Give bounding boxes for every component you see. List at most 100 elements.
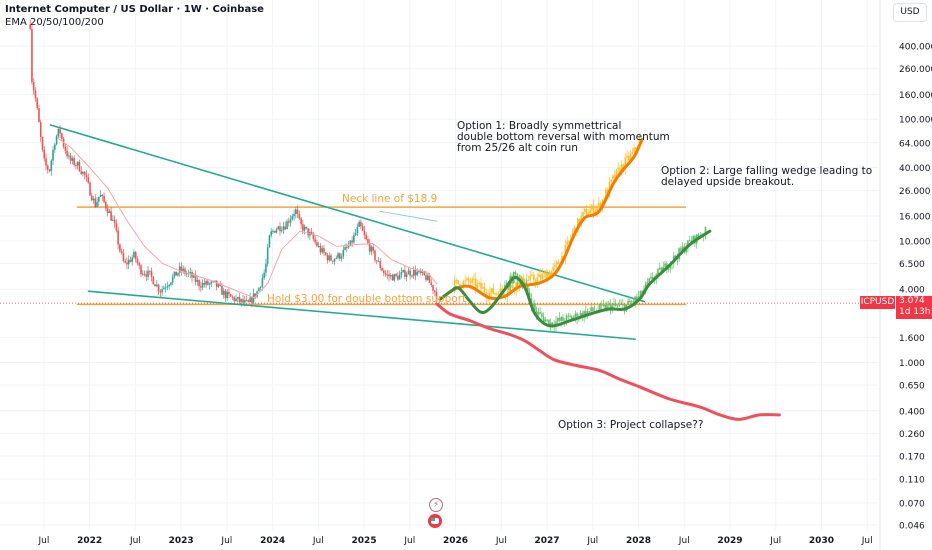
candle-body bbox=[590, 307, 592, 312]
candle-body bbox=[626, 155, 628, 158]
candle-body bbox=[480, 282, 482, 289]
candle-body bbox=[391, 275, 394, 281]
x-tick-label: 2028 bbox=[626, 536, 651, 546]
grid bbox=[0, 0, 881, 550]
x-tick-label: Jul bbox=[861, 536, 873, 546]
candle-body bbox=[161, 289, 163, 293]
candle-body bbox=[534, 280, 537, 283]
candle-body bbox=[166, 286, 169, 288]
candle-body bbox=[108, 211, 111, 213]
candle-body bbox=[636, 296, 638, 300]
candle-body bbox=[518, 279, 521, 288]
y-tick-label: 1.600 bbox=[899, 334, 925, 344]
candle-body bbox=[517, 282, 519, 288]
candle-body bbox=[405, 274, 408, 277]
candle-body bbox=[466, 278, 468, 281]
candle-body bbox=[194, 274, 197, 282]
candle-body bbox=[485, 292, 488, 297]
candle-body bbox=[384, 272, 387, 275]
candle-body bbox=[599, 203, 602, 209]
candle-body bbox=[354, 232, 357, 236]
candle-body bbox=[34, 90, 37, 99]
candle-body bbox=[697, 234, 700, 237]
candle-body bbox=[296, 209, 299, 215]
candle-body bbox=[96, 201, 98, 207]
candle-body bbox=[323, 248, 325, 253]
candle-body bbox=[113, 219, 116, 223]
candle-body bbox=[83, 171, 86, 175]
candle-body bbox=[591, 205, 593, 210]
candle-body bbox=[483, 286, 486, 293]
candle-body bbox=[476, 283, 479, 288]
candle-body bbox=[120, 251, 123, 253]
candle-body bbox=[523, 282, 526, 285]
candle-body bbox=[273, 230, 276, 233]
candle-body bbox=[164, 287, 167, 289]
candle-body bbox=[520, 276, 523, 280]
candle-body bbox=[651, 276, 654, 281]
option3-path bbox=[435, 302, 781, 421]
candle-body bbox=[411, 275, 413, 277]
candle-body bbox=[268, 235, 271, 248]
candle-body bbox=[419, 270, 422, 273]
candle-body bbox=[637, 296, 640, 300]
candle-body bbox=[584, 208, 586, 212]
candle-body bbox=[351, 240, 353, 243]
candle-body bbox=[614, 303, 617, 306]
candle-body bbox=[305, 226, 308, 229]
candle-body bbox=[432, 285, 434, 291]
candle-body bbox=[340, 256, 343, 259]
candle-body bbox=[560, 317, 563, 321]
candle-body bbox=[537, 312, 540, 315]
candle-body bbox=[280, 230, 283, 232]
candle-body bbox=[319, 246, 322, 253]
candle-body bbox=[414, 270, 417, 276]
y-tick-label: 64.000 bbox=[899, 139, 931, 149]
indicator-legend[interactable]: EMA 20/50/100/200 bbox=[5, 17, 104, 28]
x-tick-label: Jul bbox=[220, 536, 232, 546]
y-tick-label: 0.400 bbox=[899, 407, 925, 417]
candle-body bbox=[43, 149, 46, 159]
candle-body bbox=[551, 322, 554, 326]
candle-body bbox=[342, 249, 345, 257]
candle-body bbox=[295, 209, 297, 214]
x-tick-label: Jul bbox=[586, 536, 598, 546]
candle-body bbox=[205, 280, 207, 285]
candle-body bbox=[178, 266, 181, 273]
currency-button[interactable]: USD bbox=[893, 3, 927, 22]
candle-body bbox=[412, 270, 415, 276]
candle-body bbox=[338, 253, 341, 259]
candle-body bbox=[390, 275, 392, 277]
annotation-line: Option 1: Broadly symmettrical bbox=[457, 120, 622, 132]
candle-body bbox=[254, 293, 257, 297]
candle-body bbox=[471, 279, 474, 283]
dividend-event-icon[interactable]: ⚡ bbox=[429, 498, 443, 512]
candle-body bbox=[585, 208, 588, 216]
candle-body bbox=[321, 248, 324, 253]
candle-body bbox=[266, 247, 269, 264]
candle-body bbox=[622, 304, 624, 306]
candle-body bbox=[457, 280, 459, 285]
candle-body bbox=[64, 146, 67, 151]
candle-body bbox=[184, 268, 186, 274]
candle-body bbox=[618, 304, 621, 306]
candle-body bbox=[629, 153, 632, 161]
us-economic-event-icon[interactable] bbox=[428, 514, 442, 528]
candle-body bbox=[110, 211, 112, 221]
candle-body bbox=[569, 315, 571, 317]
candle-body bbox=[548, 319, 550, 327]
x-tick-label: 2024 bbox=[260, 536, 285, 546]
candle-body bbox=[541, 313, 543, 317]
candle-body bbox=[231, 296, 234, 298]
candles bbox=[29, 19, 438, 308]
candle-body bbox=[217, 284, 220, 287]
candle-body bbox=[238, 296, 241, 302]
candle-body bbox=[464, 280, 466, 282]
annotation-neckline: Neck line of $18.9 bbox=[342, 193, 438, 205]
x-tick-label: Jul bbox=[495, 536, 507, 546]
candle-body bbox=[503, 292, 505, 296]
candle-body bbox=[490, 288, 493, 293]
y-tick-label: 0.046 bbox=[899, 522, 925, 532]
candle-body bbox=[407, 270, 410, 275]
